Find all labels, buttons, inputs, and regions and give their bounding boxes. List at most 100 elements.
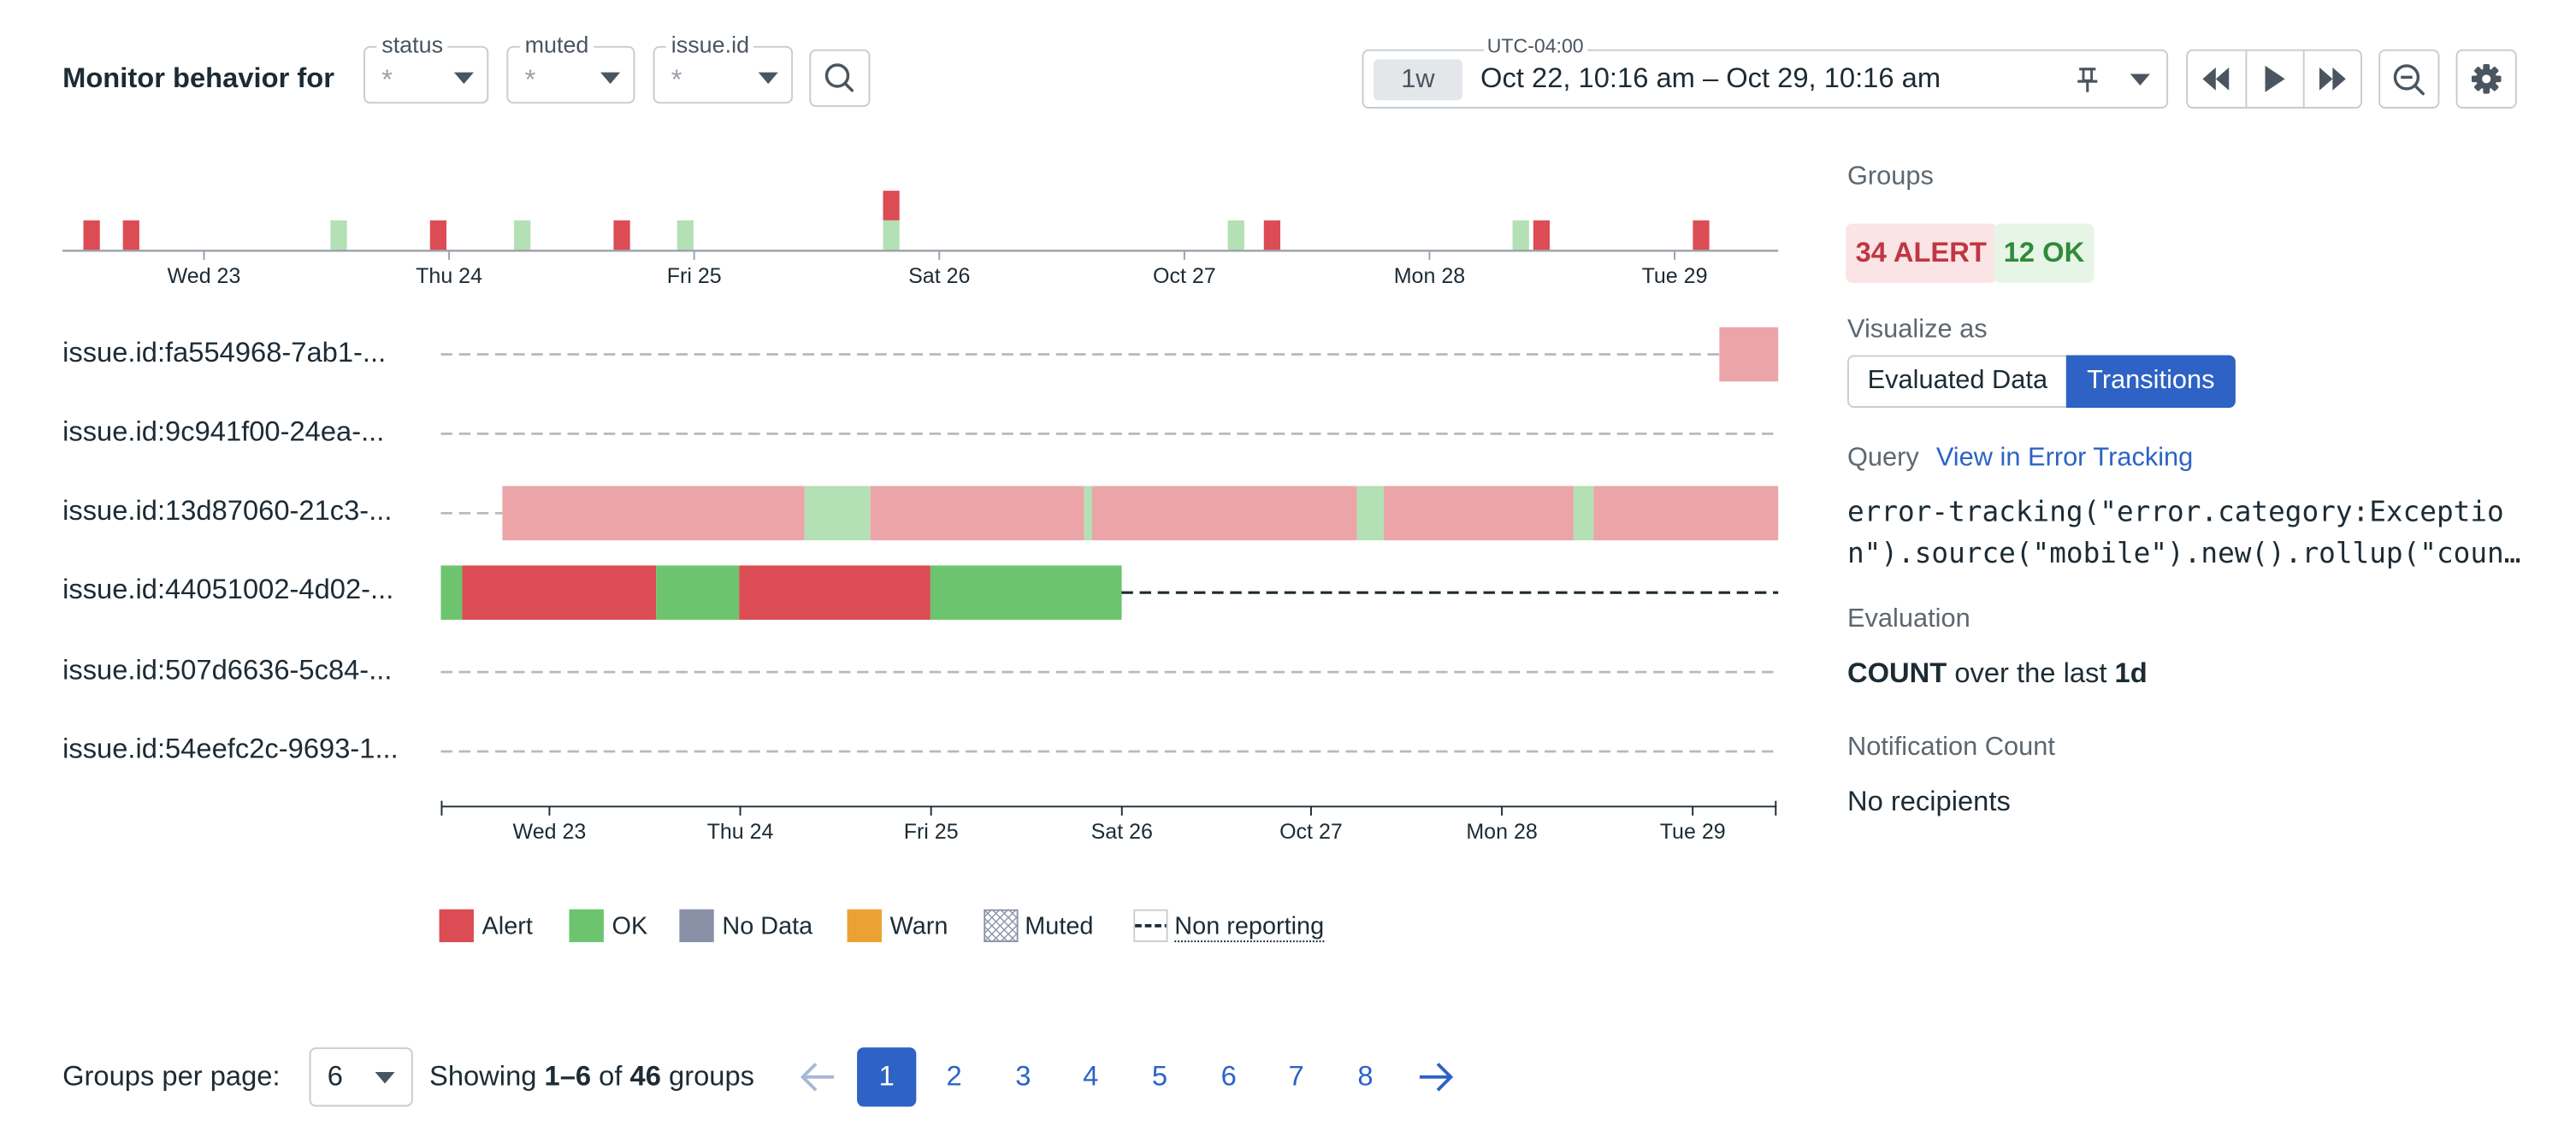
showing-total: 46	[629, 1060, 661, 1093]
showing-groups-text: Showing 1–6 of 46 groups	[429, 1061, 754, 1093]
overview-tick-label: Fri 25	[667, 264, 722, 288]
ok-count-badge[interactable]: 12 OK	[1994, 223, 2094, 283]
timeline-tick-label: Wed 23	[513, 820, 587, 844]
timeline-segment-ok-light[interactable]	[804, 486, 871, 541]
evaluation-middle: over the last	[1947, 657, 2115, 689]
timeline-segment-alert-light[interactable]	[1719, 327, 1779, 382]
overview-bar-ok_light[interactable]	[1512, 220, 1529, 250]
legend-muted-swatch	[984, 909, 1019, 943]
overview-bar-ok_light[interactable]	[330, 220, 347, 250]
overview-bar-alert[interactable]	[1693, 220, 1710, 250]
timeline-segment-alert-light[interactable]	[502, 486, 805, 541]
play-icon[interactable]	[2265, 65, 2285, 92]
timeline-segment-alert[interactable]	[739, 565, 931, 620]
settings-button[interactable]	[2455, 49, 2517, 109]
page-1-button[interactable]: 1	[857, 1047, 917, 1107]
view-in-error-tracking-link[interactable]: View in Error Tracking	[1935, 444, 2194, 473]
timeline-segment-ok-light[interactable]	[1573, 486, 1594, 541]
chevron-down-icon	[375, 1072, 395, 1084]
overview-ticks: Wed 23 Thu 24 Fri 25 Sat 26 Oct 27 Mon 28 Tue …	[168, 251, 1707, 288]
issue-id-filter-label: issue.id	[665, 31, 754, 58]
overview-bar-ok_light[interactable]	[1227, 220, 1244, 250]
query-line-1: error-tracking("error.category:Exceptio	[1846, 496, 2504, 530]
time-preset-badge[interactable]: 1w	[1374, 59, 1462, 101]
timeline-segment-alert-light[interactable]	[870, 486, 1084, 541]
group-row-label[interactable]: issue.id:54eefc2c-9693-1...	[62, 733, 399, 765]
timeline-tick-label: Thu 24	[707, 820, 774, 844]
page-7-button[interactable]: 7	[1288, 1060, 1304, 1093]
page-8-button[interactable]: 8	[1357, 1060, 1374, 1093]
overview-tick-label: Wed 23	[168, 264, 241, 288]
alert-count-badge[interactable]: 34 ALERT	[1846, 223, 1997, 283]
legend-warn-label: Warn	[889, 912, 948, 941]
timeline-segment-ok[interactable]	[440, 565, 463, 620]
timeline-segment-ok[interactable]	[930, 565, 1122, 620]
evaluation-window: 1d	[2114, 657, 2148, 689]
legend-alert-label: Alert	[482, 912, 533, 941]
evaluation-metric: COUNT	[1846, 657, 1947, 689]
query-line-2: n").source("mobile").new().rollup("coun…	[1846, 537, 2521, 571]
muted-filter-select[interactable]: muted *	[506, 31, 635, 104]
next-page-arrow-icon[interactable]	[1415, 1059, 1457, 1095]
overview-bar-alert[interactable]	[1533, 220, 1551, 250]
overview-tick-label: Oct 27	[1153, 264, 1216, 288]
group-row-label[interactable]: issue.id:44051002-4d02-...	[62, 574, 394, 606]
transitions-toggle[interactable]: Transitions	[2065, 355, 2236, 409]
chevron-down-icon	[758, 72, 778, 85]
timeline-segment-ok[interactable]	[656, 565, 740, 620]
group-timelines	[440, 327, 1779, 753]
legend-ok-label: OK	[612, 912, 648, 941]
group-row-label[interactable]: issue.id:9c941f00-24ea-...	[62, 415, 385, 447]
timeline-segment-alert-light[interactable]	[1593, 486, 1779, 541]
evaluation-value: COUNT over the last 1d	[1847, 657, 2148, 690]
overview-bar-alert[interactable]	[1263, 220, 1280, 250]
legend-no-data-label: No Data	[722, 912, 813, 941]
group-row-label[interactable]: issue.id:507d6636-5c84-...	[62, 653, 393, 686]
overview-bar-alert[interactable]	[613, 220, 630, 250]
page-4-button[interactable]: 4	[1083, 1060, 1099, 1093]
previous-page-arrow-icon[interactable]	[796, 1059, 839, 1095]
overview-bar-alert[interactable]	[122, 220, 139, 250]
timeline-segment-ok-light[interactable]	[1356, 486, 1384, 541]
showing-suffix: groups	[660, 1060, 754, 1093]
playback-controls	[2186, 49, 2363, 109]
legend-alert-swatch	[439, 909, 474, 943]
evaluated-data-toggle[interactable]: Evaluated Data	[1846, 355, 2066, 409]
timeline-segment-ok-light[interactable]	[1084, 486, 1093, 541]
fast-forward-icon[interactable]	[2319, 67, 2346, 91]
rewind-icon[interactable]	[2202, 67, 2230, 91]
overview-bars	[83, 191, 1710, 250]
issue-id-filter-value: *	[671, 64, 682, 96]
chevron-down-icon[interactable]	[2130, 74, 2150, 86]
overview-bar-alert[interactable]	[83, 220, 100, 250]
timeline-tick-label: Mon 28	[1466, 820, 1537, 844]
time-range-text[interactable]: Oct 22, 10:16 am – Oct 29, 10:16 am	[1480, 62, 1941, 94]
timeline-segment-alert[interactable]	[462, 565, 657, 620]
legend-non-reporting-label[interactable]: Non reporting	[1174, 912, 1325, 943]
showing-prefix: Showing	[429, 1060, 545, 1093]
groups-per-page-label: Groups per page:	[62, 1060, 281, 1093]
page-5-button[interactable]: 5	[1151, 1060, 1168, 1093]
status-filter-select[interactable]: status *	[363, 31, 489, 104]
timeline-segment-alert-light[interactable]	[1091, 486, 1357, 541]
page-3-button[interactable]: 3	[1015, 1060, 1031, 1093]
zoom-out-button[interactable]	[2378, 49, 2440, 109]
timeline-segment-alert-light[interactable]	[1383, 486, 1574, 541]
issue-id-filter-select[interactable]: issue.id *	[653, 31, 794, 104]
groups-label: Groups	[1846, 162, 1934, 191]
time-range-picker[interactable]: 1w Oct 22, 10:16 am – Oct 29, 10:16 am	[1362, 49, 2169, 109]
status-filter-label: status	[376, 31, 448, 58]
search-button[interactable]	[809, 49, 871, 108]
overview-bar-ok_light[interactable]	[514, 220, 531, 250]
groups-per-page-select[interactable]: 6	[309, 1047, 413, 1107]
pin-icon[interactable]	[2074, 66, 2100, 94]
page-2-button[interactable]: 2	[946, 1060, 962, 1093]
group-row-label[interactable]: issue.id:13d87060-21c3-...	[62, 495, 393, 527]
group-row-label[interactable]: issue.id:fa554968-7ab1-...	[62, 336, 387, 368]
page-6-button[interactable]: 6	[1220, 1060, 1237, 1093]
overview-bar-ok_light[interactable]	[883, 220, 900, 250]
overview-bar-alert[interactable]	[883, 191, 900, 221]
overview-bar-ok_light[interactable]	[676, 220, 694, 250]
overview-bar-alert[interactable]	[429, 220, 447, 250]
notification-count-label: Notification Count	[1846, 733, 2055, 762]
